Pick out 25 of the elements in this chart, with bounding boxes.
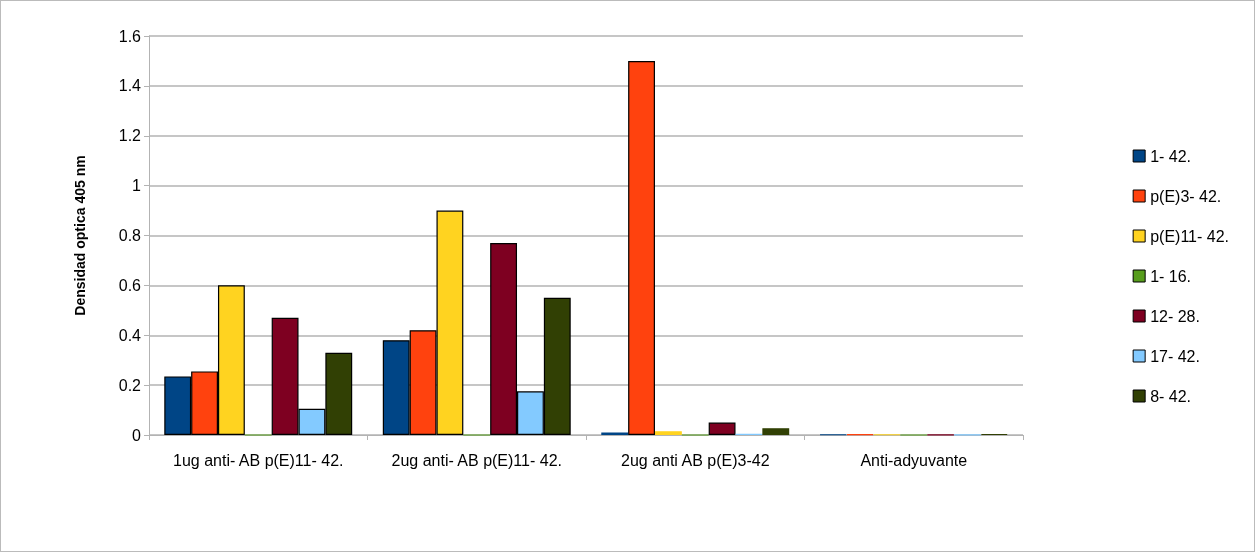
y-tick-label: 0.2	[118, 376, 142, 394]
bar	[628, 60, 655, 435]
x-tick-label: 1ug anti- AB p(E)11- 42.	[173, 451, 344, 469]
bar	[762, 428, 790, 435]
x-tick-label: 2ug anti- AB p(E)11- 42.	[391, 451, 562, 469]
legend-label: 17- 42.	[1150, 347, 1200, 365]
y-tick-label: 1.4	[118, 77, 142, 95]
legend-label: 1- 42.	[1150, 147, 1192, 165]
y-tick-label: 0	[132, 426, 142, 444]
legend-label: p(E)11- 42.	[1150, 227, 1230, 245]
legend-label: 8- 42.	[1150, 387, 1192, 405]
legend-label: p(E)3- 42.	[1150, 187, 1222, 205]
y-tick-label: 0.6	[118, 276, 142, 294]
y-tick-label: 1.6	[118, 27, 142, 45]
legend-label: 1- 16.	[1150, 267, 1192, 285]
y-tick-label: 0.4	[118, 326, 142, 344]
legend-label: 12- 28.	[1150, 307, 1200, 325]
y-tick-label: 0.8	[118, 227, 142, 244]
x-tick-label: 2ug anti AB p(E)3-42	[620, 451, 770, 469]
bar	[708, 422, 736, 435]
x-tick-label: Anti-adyuvante	[860, 451, 968, 469]
bar	[654, 431, 682, 435]
y-axis-title: Densidad optica 405 nm	[72, 155, 88, 316]
y-tick-label: 1.2	[118, 127, 142, 145]
y-tick-label: 1	[132, 177, 142, 195]
